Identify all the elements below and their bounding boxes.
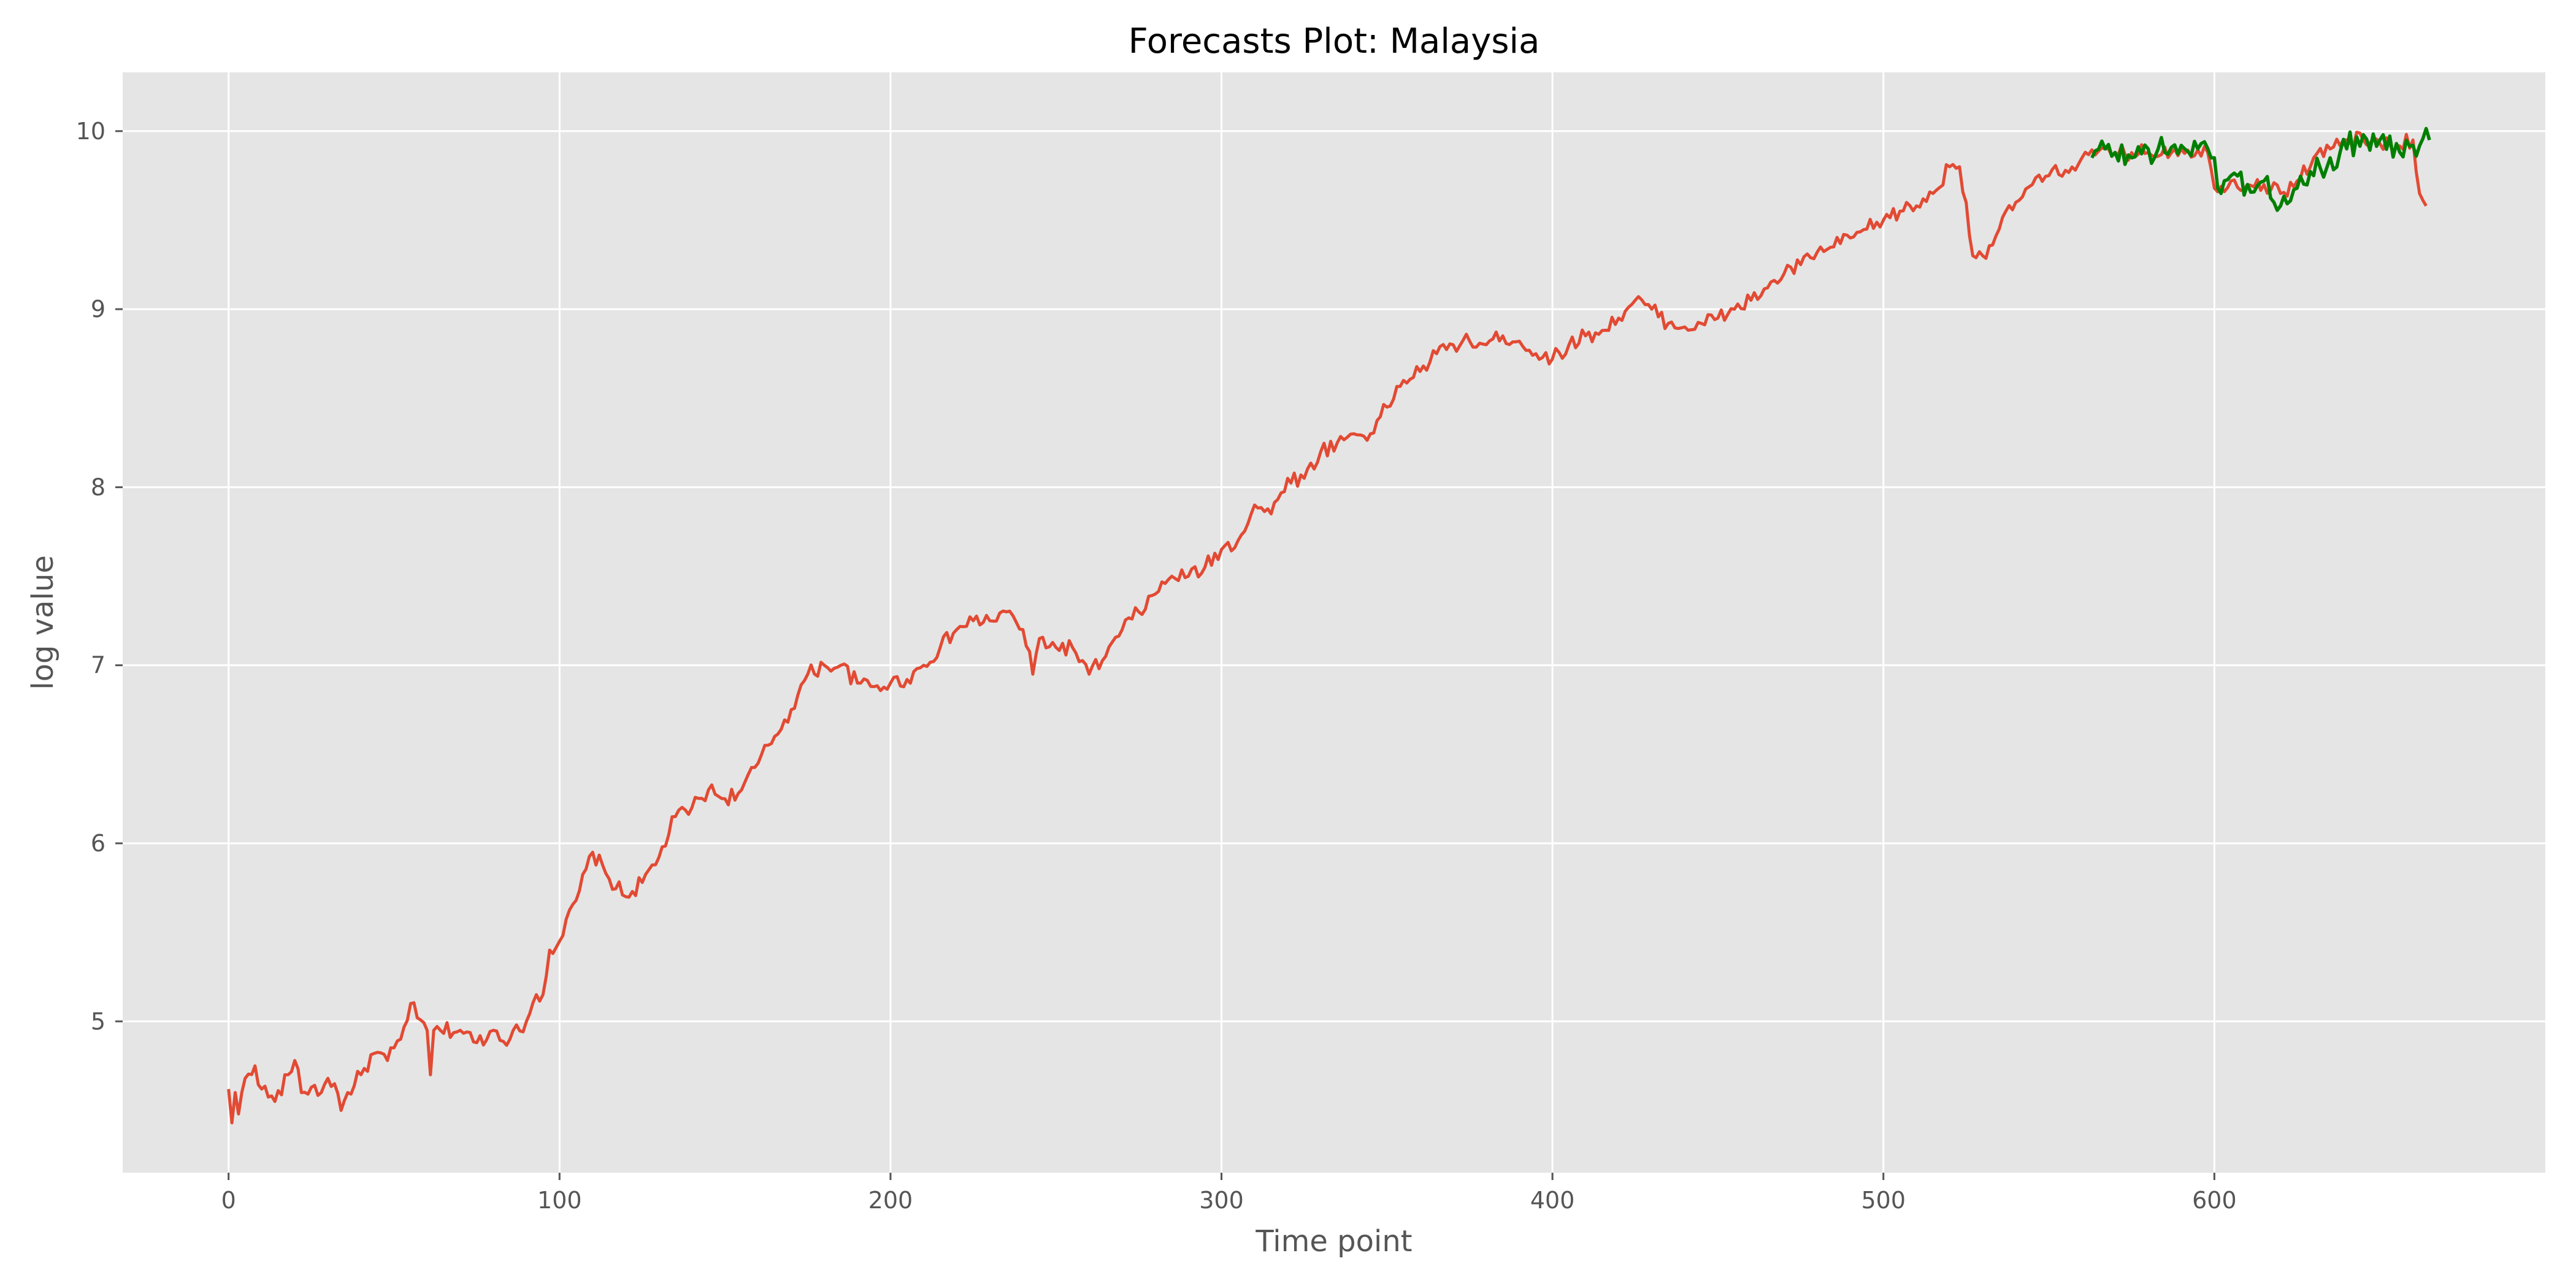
y-tick-label: 9 xyxy=(91,296,105,323)
y-tick-label: 8 xyxy=(91,473,105,500)
x-tick-label: 500 xyxy=(1861,1187,1906,1214)
plot-area xyxy=(123,72,2545,1173)
chart-title: Forecasts Plot: Malaysia xyxy=(1129,21,1540,61)
x-tick-label: 0 xyxy=(221,1187,236,1214)
actual-series-line xyxy=(227,131,2428,1125)
y-tick-label: 6 xyxy=(91,830,105,857)
x-axis-label: Time point xyxy=(1255,1224,1412,1259)
series-layer xyxy=(227,126,2431,1125)
grid-lines xyxy=(123,72,2545,1173)
y-tick-label: 7 xyxy=(91,652,105,679)
y-axis-label: log value xyxy=(26,555,60,690)
tick-labels: 0 100 200 300 400 500 600 5 6 7 8 9 10 xyxy=(76,118,2237,1214)
x-tick-label: 100 xyxy=(537,1187,582,1214)
y-tick-label: 5 xyxy=(91,1008,105,1035)
y-tick-label: 10 xyxy=(76,118,105,145)
forecast-series-line xyxy=(2090,126,2431,212)
x-tick-label: 600 xyxy=(2192,1187,2237,1214)
x-tick-label: 200 xyxy=(868,1187,913,1214)
x-tick-label: 300 xyxy=(1199,1187,1244,1214)
x-tick-label: 400 xyxy=(1530,1187,1575,1214)
